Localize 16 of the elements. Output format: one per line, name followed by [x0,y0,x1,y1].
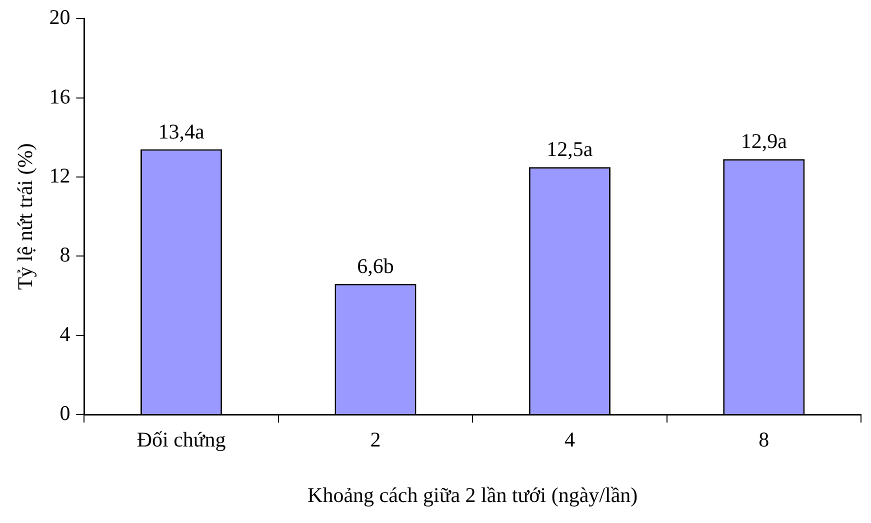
y-tick-label: 12 [49,164,70,188]
x-tick-label: 2 [370,428,381,452]
x-axis-title: Khoảng cách giữa 2 lần tưới (ngày/lần) [308,482,638,507]
y-tick-label: 0 [60,401,70,426]
x-tick-label: 4 [564,428,576,452]
data-label: 6,6b [357,254,394,278]
y-tick-label: 16 [49,84,70,108]
y-axis-title: Tỷ lệ nứt trái (%) [13,143,38,290]
x-tick-label: Đối chứng [136,428,226,452]
x-tick-label: 8 [758,428,770,452]
data-label: 12,5a [546,137,594,162]
y-tick-label: 4 [60,322,71,346]
data-label: 13,4a [158,119,206,144]
data-label: 12,9a [740,129,788,154]
y-tick-label: 20 [49,5,70,30]
y-tick-label: 8 [60,242,70,267]
